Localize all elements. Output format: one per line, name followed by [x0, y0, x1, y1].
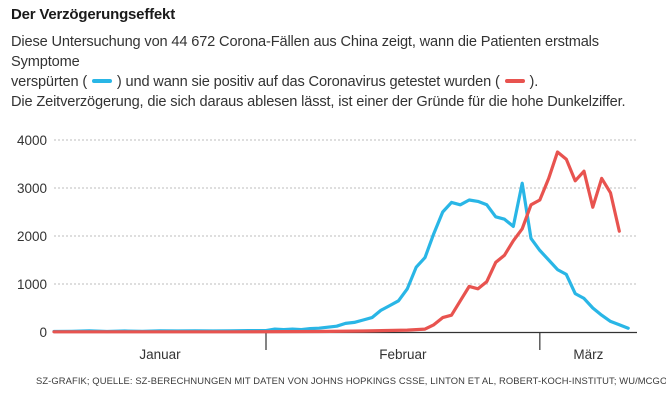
- chart-title: Der Verzögerungseffekt: [11, 6, 175, 23]
- data-series: [52, 150, 630, 334]
- tested-legend-swatch: [504, 79, 525, 84]
- y-tick-label: 3000: [17, 181, 47, 196]
- source-note: SZ-GRAFIK; QUELLE: SZ-BERECHNUNGEN MIT D…: [36, 375, 666, 386]
- tick-labels: 0 1000 2000 3000 4000 Januar Februar März: [17, 133, 604, 362]
- description-line-1: Diese Untersuchung von 44 672 Corona-Fäl…: [11, 34, 599, 70]
- symptoms-legend-swatch: [91, 79, 112, 84]
- description-line-3: Die Zeitverzögerung, die sich daraus abl…: [11, 94, 626, 110]
- description-text-a: verspürten (: [11, 74, 88, 90]
- x-tick-label: Februar: [379, 347, 427, 362]
- y-tick-label: 4000: [17, 133, 47, 148]
- y-tick-label: 2000: [17, 229, 47, 244]
- symptoms-series-line: [52, 181, 630, 334]
- y-tick-label: 1000: [17, 277, 47, 292]
- x-tick-label: Januar: [139, 347, 181, 362]
- tested-series-line: [52, 150, 621, 334]
- description-line-2: verspürten ( ) und wann sie positiv auf …: [11, 72, 661, 92]
- chart-description: Diese Untersuchung von 44 672 Corona-Fäl…: [11, 32, 661, 112]
- description-text-c: ).: [529, 74, 539, 90]
- x-tick-label: März: [573, 347, 603, 362]
- grid-lines: [54, 139, 637, 285]
- y-tick-label: 0: [39, 325, 47, 340]
- description-text-b: ) und wann sie positiv auf das Coronavir…: [116, 74, 500, 90]
